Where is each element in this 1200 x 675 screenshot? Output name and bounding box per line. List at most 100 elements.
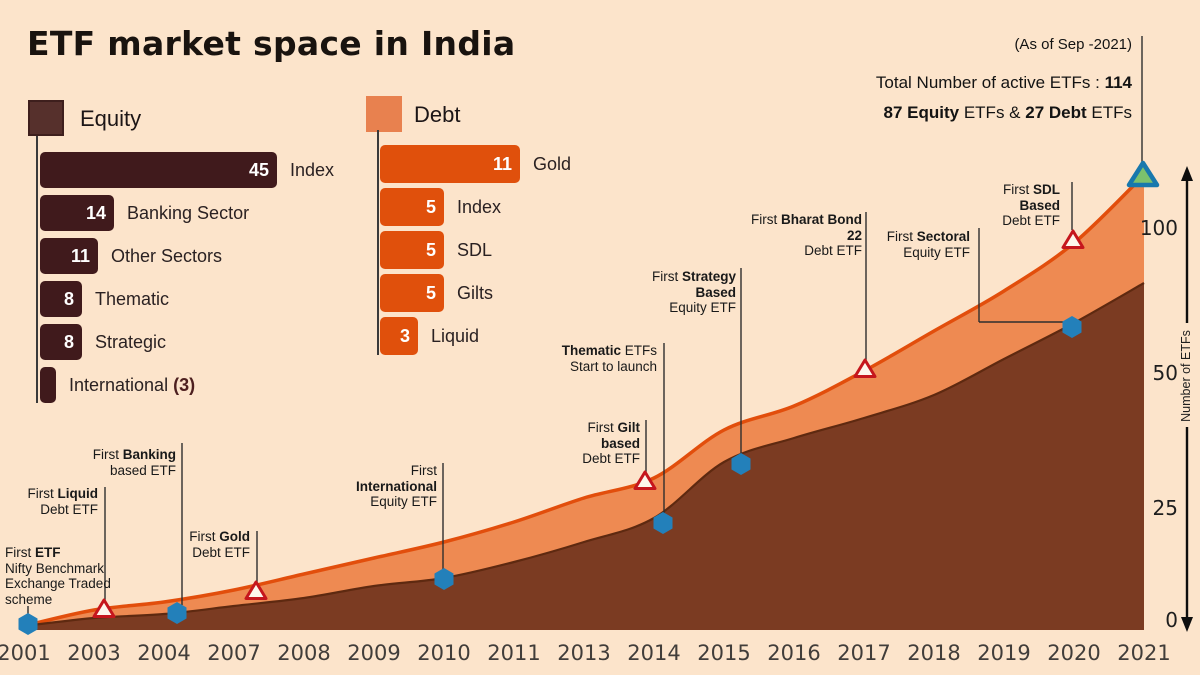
y-tick-label-25: 25 <box>1152 496 1178 520</box>
debt-area-edge <box>23 173 1146 628</box>
marker-sdl <box>1061 229 1085 249</box>
annotation-line2: Debt ETF <box>804 243 862 258</box>
annotation-line2: Debt ETF <box>582 451 640 466</box>
annotation-first-strategy: First Strategy Based Equity ETF <box>616 269 736 316</box>
annotation-connectors <box>27 36 1143 615</box>
bar-label: Banking Sector <box>127 202 250 223</box>
bar: 3 <box>380 317 418 355</box>
x-tick-label-2009: 2009 <box>347 641 401 665</box>
bar: 8 <box>40 281 82 317</box>
equity-breakdown-row-other-sectors: 11 Other Sectors <box>40 238 334 274</box>
bar: 8 <box>40 324 82 360</box>
bar: 11 <box>380 145 520 183</box>
bar-value: 11 <box>492 153 512 174</box>
total-etfs-line: Total Number of active ETFs : 114 <box>876 73 1132 93</box>
marker-banking <box>167 602 187 624</box>
as-of-date: (As of Sep -2021) <box>1014 36 1132 53</box>
y-tick-label-100: 100 <box>1139 216 1178 240</box>
bar-value: 3 <box>399 325 410 346</box>
annotation-line1: First Liquid <box>27 486 99 501</box>
annotation-line2: Debt ETF <box>1002 213 1060 228</box>
annotation-line2: Equity ETF <box>903 244 970 260</box>
bar <box>40 367 56 403</box>
x-tick-label-2016: 2016 <box>767 641 821 665</box>
y-axis-title: Number of ETFs <box>1179 330 1193 422</box>
annotation-line1: First Strategy Based <box>651 269 736 300</box>
annotation-first-international: First International Equity ETF <box>327 463 437 510</box>
marker-gold <box>244 580 268 600</box>
annotation-line1: First Sectoral <box>886 229 970 244</box>
debt-breakdown-row-index: 5 Index <box>380 188 571 226</box>
annotation-line2: Start to launch <box>569 358 657 374</box>
bar-label: Gold <box>533 153 572 174</box>
bar-label: Index <box>457 196 502 217</box>
bar-value: 11 <box>70 245 90 266</box>
bar-value: 8 <box>63 288 74 309</box>
total-etfs-text: Total Number of active ETFs : <box>875 73 1105 92</box>
annotation-line2: Debt ETF <box>192 544 250 560</box>
x-tick-label-2020: 2020 <box>1047 641 1101 665</box>
equity-area <box>24 283 1144 630</box>
y-axis-arrowhead-down <box>1181 617 1193 632</box>
bar: 5 <box>380 274 444 312</box>
x-tick-label-2013: 2013 <box>557 641 611 665</box>
marker-liquid <box>92 598 116 618</box>
equity-count: 87 Equity <box>883 103 960 122</box>
bar-label: Strategic <box>95 331 167 352</box>
x-tick-label-2011: 2011 <box>487 641 541 665</box>
annotation-first-gold: First Gold Debt ETF <box>160 529 250 560</box>
marker-total-2021 <box>1126 160 1160 188</box>
bar: 5 <box>380 188 444 226</box>
annotation-first-banking: First Banking based ETF <box>86 447 176 478</box>
bar: 5 <box>380 231 444 269</box>
bar-label: Index <box>290 159 335 180</box>
x-tick-label-2015: 2015 <box>697 641 751 665</box>
bar-label: International (3) <box>69 374 196 395</box>
equity-debt-split-line: 87 Equity ETFs & 27 Debt ETFs <box>884 103 1132 123</box>
x-tick-label-2018: 2018 <box>907 641 961 665</box>
marker-sectoral <box>1062 316 1082 338</box>
marker-strategy <box>731 453 751 475</box>
equity-bar-axis-line <box>36 136 38 403</box>
marker-international <box>434 568 454 590</box>
debt-breakdown-row-gold: 11 Gold <box>380 145 571 183</box>
annotation-line1: First Bharat Bond 22 <box>751 212 862 243</box>
debt-count: 27 Debt <box>1025 103 1087 122</box>
debt-breakdown-row-sdl: 5 SDL <box>380 231 571 269</box>
x-tick-label-2017: 2017 <box>837 641 891 665</box>
bar-value: 5 <box>425 196 436 217</box>
equity-breakdown-row-international: International (3) <box>40 367 334 403</box>
annotation-first-etf: First ETF Nifty Benchmark Exchange Trade… <box>5 545 115 607</box>
debt-legend-swatch <box>366 96 402 132</box>
bar-label: Liquid <box>431 325 480 346</box>
marker-thematic <box>653 512 673 534</box>
x-tick-label-2007: 2007 <box>207 641 261 665</box>
bar-label: SDL <box>457 239 493 260</box>
annotation-line1: First Banking <box>92 447 176 462</box>
annotation-line2: Debt ETF <box>40 501 98 517</box>
equity-breakdown-row-strategic: 8 Strategic <box>40 324 334 360</box>
x-tick-label-2014: 2014 <box>627 641 681 665</box>
marker-bharat <box>853 358 877 378</box>
annotation-line1: First International <box>355 463 437 494</box>
annotation-first-bharat-bond: First Bharat Bond 22 Debt ETF <box>737 212 862 259</box>
annotation-line1: First SDL Based <box>1003 182 1060 213</box>
x-tick-label-2010: 2010 <box>417 641 471 665</box>
equity-bar-chart: 45 Index 14 Banking Sector 11 Other Sectors 8 T… <box>40 152 334 410</box>
bar-label: Other Sectors <box>111 245 223 266</box>
bar: 45 <box>40 152 277 188</box>
page-title: ETF market space in India <box>27 24 516 63</box>
bar: 11 <box>40 238 98 274</box>
equity-breakdown-row-banking-sector: 14 Banking Sector <box>40 195 334 231</box>
equity-breakdown-row-thematic: 8 Thematic <box>40 281 334 317</box>
debt-breakdown-row-liquid: 3 Liquid <box>380 317 571 355</box>
x-tick-label-2008: 2008 <box>277 641 331 665</box>
annotation-line1: First ETF <box>5 545 61 560</box>
y-tick-label-50: 50 <box>1152 361 1178 385</box>
annotation-first-sectoral: First Sectoral Equity ETF <box>875 229 970 260</box>
x-tick-label-2001: 2001 <box>0 641 51 665</box>
debt-bar-chart: 11 Gold 5 Index 5 SDL 5 Gilts 3 Liquid <box>380 145 571 360</box>
bar-value: 5 <box>425 282 436 303</box>
